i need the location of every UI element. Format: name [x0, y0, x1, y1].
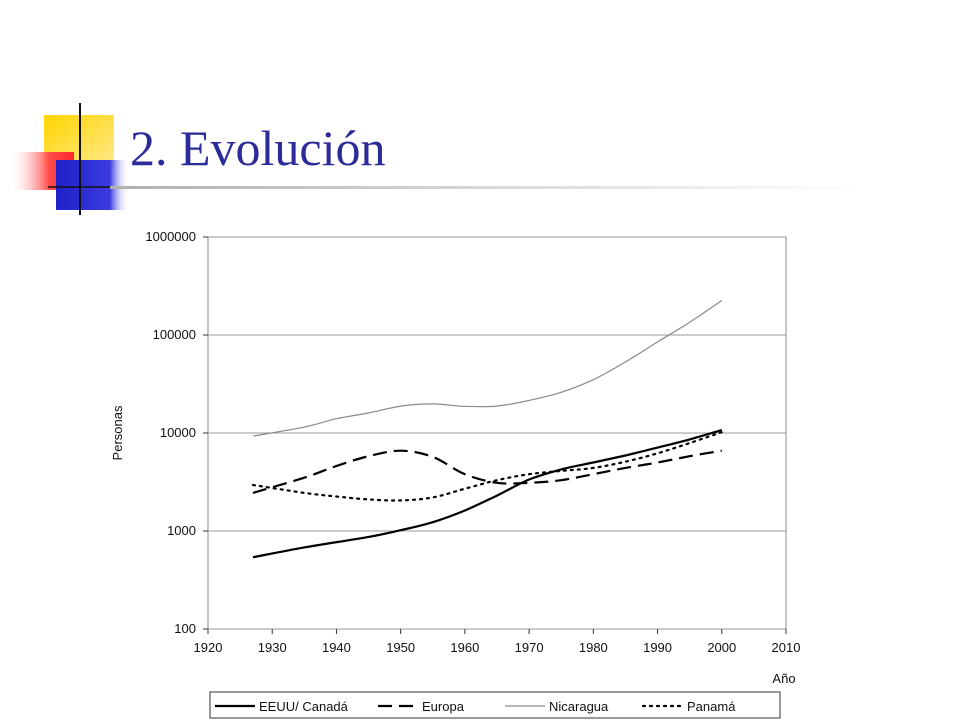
bullet-squares-icon: [12, 103, 140, 215]
legend-box: [209, 691, 781, 719]
x-tick-label: 2010: [772, 640, 801, 655]
slide-title: 2. Evolución: [130, 120, 386, 176]
legend-label-2: Nicaragua: [549, 699, 609, 714]
x-tick-label: 1950: [386, 640, 415, 655]
x-tick-label: 1920: [194, 640, 223, 655]
title-underline: [110, 186, 870, 189]
x-tick-label: 1990: [643, 640, 672, 655]
series-line-3: [251, 431, 723, 502]
legend-label-0: EEUU/ Canadá: [259, 699, 349, 714]
y-tick-label: 100000: [153, 327, 196, 342]
series-line-2: [252, 300, 723, 437]
y-tick-label: 100: [174, 621, 196, 636]
series-line-1: [252, 449, 722, 494]
x-tick-label: 1960: [450, 640, 479, 655]
legend-label-3: Panamá: [687, 699, 736, 714]
x-tick-label: 1940: [322, 640, 351, 655]
x-tick-label: 1980: [579, 640, 608, 655]
series-line-0: [252, 429, 723, 559]
y-tick-label: 10000: [160, 425, 196, 440]
y-tick-label: 1000000: [145, 229, 196, 244]
legend-label-1: Europa: [422, 699, 465, 714]
x-tick-label: 1930: [258, 640, 287, 655]
y-axis-title: Personas: [110, 405, 125, 460]
title-bullet-graphic: [0, 95, 140, 220]
x-axis-ticks: 1920 1930 1940 1950 1960 1970 1980 1990 2000 2010: [194, 629, 801, 655]
x-tick-label: 2000: [707, 640, 736, 655]
gridlines: [208, 236, 786, 630]
y-tick-label: 1000: [167, 523, 196, 538]
legend: EEUU/ Canadá Europa Nicaragua Panamá: [209, 691, 781, 719]
x-tick-label: 1970: [515, 640, 544, 655]
x-axis-title: Año: [772, 671, 795, 686]
y-axis-ticks: 100 1000 10000 100000 1000000: [145, 229, 208, 636]
series-lines: [251, 300, 723, 559]
